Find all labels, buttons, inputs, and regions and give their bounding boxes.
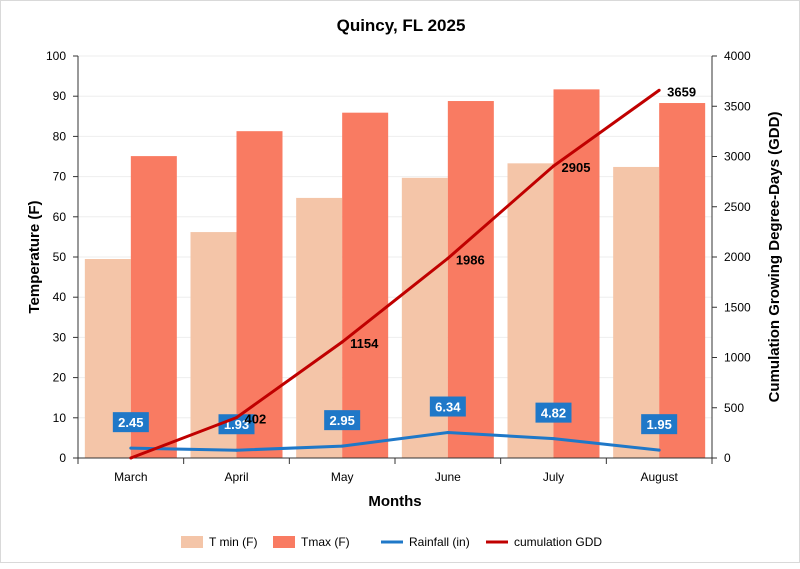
line-point [446, 256, 450, 260]
line-cumulation-gdd [130, 89, 661, 460]
x-tick-label: March [114, 470, 147, 484]
y-tick-label: 90 [53, 89, 67, 103]
legend-swatch [181, 536, 203, 548]
legend-label: Rainfall (in) [409, 535, 470, 549]
rainfall-label-box [641, 414, 678, 435]
bar-tmax-f- [130, 156, 177, 458]
bar-tmax-f- [659, 103, 706, 458]
rainfall-label-box [429, 396, 466, 417]
y2-tick-label: 2500 [724, 200, 751, 214]
legend: T min (F) Tmax (F) Rainfall (in) cumulation… [181, 535, 602, 549]
y-tick-label: 80 [53, 129, 67, 143]
y2-tick-label: 3500 [724, 99, 751, 113]
line-point [129, 456, 133, 460]
gdd-data-label: 2905 [562, 160, 591, 175]
y2-tick-label: 500 [724, 401, 744, 415]
rainfall-data-label: 1.95 [647, 417, 672, 432]
legend-label: Tmax (F) [301, 535, 350, 549]
y-tick-label: 20 [53, 371, 67, 385]
legend-swatch [273, 536, 295, 548]
legend-label: T min (F) [209, 535, 257, 549]
rainfall-label-box [324, 410, 361, 431]
rainfall-label-box [535, 402, 572, 423]
rainfall-data-label: 6.34 [435, 400, 461, 415]
line-point [129, 446, 133, 450]
line-point [552, 437, 555, 441]
y2-tick-label: 1000 [724, 351, 751, 365]
y2-tick-label: 4000 [724, 49, 751, 63]
y-tick-label: 30 [53, 330, 67, 344]
y-tick-label: 100 [46, 49, 66, 63]
y-axis-label: Temperature (F) [26, 200, 43, 313]
gdd-data-label: 3659 [667, 84, 696, 99]
y-tick-label: 60 [53, 210, 67, 224]
rainfall-data-label: 2.45 [118, 415, 143, 430]
legend-label: cumulation GDD [514, 535, 602, 549]
x-tick-label: June [435, 470, 461, 484]
line-point [235, 448, 238, 452]
y2-tick-label: 0 [724, 451, 731, 465]
line-point [657, 448, 661, 452]
y2-axis-label: Cumulation Growing Degree-Days (GDD) [766, 112, 783, 403]
y-tick-label: 40 [53, 290, 67, 304]
x-tick-label: August [640, 470, 678, 484]
bar-t-min-f- [613, 166, 660, 458]
gdd-data-label: 1154 [350, 336, 379, 351]
rainfall-data-label: 4.82 [541, 406, 566, 421]
line-point [552, 164, 555, 168]
y2-tick-label: 3000 [724, 150, 751, 164]
rainfall-label-box [218, 414, 255, 435]
chart-title: Quincy, FL 2025 [337, 16, 466, 35]
line-point [235, 416, 238, 420]
line-point [340, 340, 344, 344]
gdd-data-label: 402 [245, 412, 267, 427]
line-point [340, 444, 344, 448]
y-tick-label: 10 [53, 411, 67, 425]
line-point [446, 431, 450, 435]
gdd-data-label: 1986 [456, 252, 485, 267]
y2-tick-label: 2000 [724, 250, 751, 264]
x-tick-label: May [331, 470, 354, 484]
x-axis-label: Months [368, 493, 421, 510]
y-tick-label: 0 [59, 451, 66, 465]
bar-tmax-f- [342, 112, 389, 458]
y-tick-label: 50 [53, 250, 67, 264]
rainfall-label-box [112, 412, 149, 433]
y-tick-label: 70 [53, 170, 67, 184]
line-point [657, 88, 661, 92]
rainfall-data-label: 2.95 [330, 413, 355, 428]
line-rainfall-in- [130, 431, 660, 452]
x-tick-label: April [224, 470, 248, 484]
y2-tick-label: 1500 [724, 300, 751, 314]
x-tick-label: July [543, 470, 564, 484]
bar-tmax-f- [236, 131, 283, 458]
